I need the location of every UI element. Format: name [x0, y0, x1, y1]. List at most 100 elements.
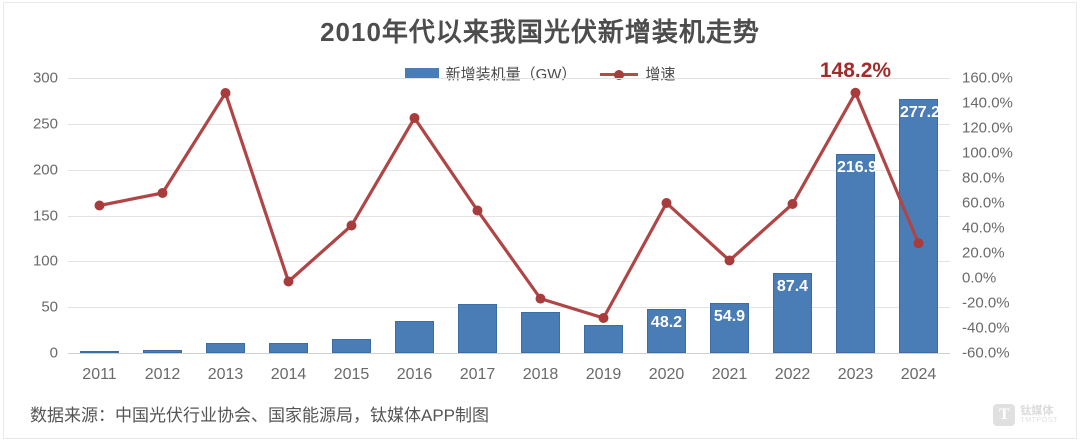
x-axis-tick-label: 2020 — [648, 366, 685, 383]
legend-bar-swatch-icon — [404, 68, 439, 79]
line-marker[interactable] — [724, 255, 735, 266]
bar-column[interactable] — [142, 78, 183, 353]
x-axis-tick-label: 2019 — [585, 366, 622, 383]
gridline — [68, 169, 950, 171]
bar[interactable]: 277.2 — [898, 98, 941, 353]
y-axis-right-tick: 20.0% — [962, 244, 1005, 262]
line-marker[interactable] — [787, 199, 798, 209]
x-axis-tick-label: 2012 — [144, 366, 181, 383]
bar-value-label: 277.2 — [899, 103, 941, 121]
y-axis-right-tick: -20.0% — [962, 294, 1010, 312]
gridline — [68, 123, 950, 125]
line-marker[interactable] — [283, 276, 294, 287]
gridline — [68, 215, 950, 217]
bar[interactable]: 48.2 — [646, 308, 687, 353]
gridline — [68, 261, 950, 263]
y-axis-right-tick: 100.0% — [962, 144, 1013, 162]
x-axis-tick-label: 2021 — [711, 366, 748, 383]
bar-column[interactable] — [268, 78, 309, 353]
bar[interactable] — [205, 343, 246, 353]
bar[interactable] — [331, 339, 372, 353]
growth-rate-line — [97, 91, 921, 320]
y-axis-left-tick: 100 — [32, 252, 58, 270]
y-axis-right-tick: 60.0% — [962, 194, 1005, 212]
bar-series: 48.2 54.9 87.4 216.9 277.2 — [68, 78, 950, 353]
line-marker[interactable] — [220, 88, 231, 98]
source-note: 数据来源：中国光伏行业协会、国家能源局，钛媒体APP制图 — [30, 406, 490, 425]
watermark-mark-icon: T — [993, 404, 1016, 426]
bar[interactable] — [268, 343, 309, 353]
x-axis-tick-label: 2016 — [396, 366, 433, 383]
line-marker[interactable] — [913, 238, 924, 249]
y-axis-right-tick: 160.0% — [962, 69, 1013, 87]
legend-line-swatch-icon — [600, 68, 639, 80]
gridline — [68, 307, 950, 309]
bar-column[interactable] — [520, 78, 561, 353]
gridline — [68, 78, 950, 79]
line-marker[interactable] — [598, 313, 609, 323]
bar-column[interactable]: 87.4 — [772, 78, 813, 353]
line-marker[interactable] — [346, 220, 357, 231]
bar-column[interactable]: 277.2 — [898, 78, 941, 353]
y-axis-right-tick: 80.0% — [962, 169, 1005, 187]
bar-column[interactable] — [205, 78, 246, 353]
x-axis-tick-label: 2024 — [900, 366, 937, 383]
watermark-en: TMTPOST — [1020, 417, 1058, 425]
x-axis: 2011 2012 2013 2014 2015 2016 2017 2018 2019 2020… — [68, 366, 950, 392]
watermark-logo: T 钛媒体 TMTPOST — [993, 404, 1058, 426]
y-axis-right-tick: 120.0% — [962, 119, 1013, 137]
page-title: 2010年代以来我国光伏新增装机走势 — [320, 17, 760, 47]
x-axis-tick-label: 2015 — [333, 366, 370, 383]
bar[interactable]: 54.9 — [709, 302, 750, 353]
x-axis-tick-label: 2017 — [459, 366, 496, 383]
bar[interactable] — [520, 312, 561, 353]
bar[interactable] — [583, 325, 624, 353]
line-marker[interactable] — [661, 198, 672, 208]
bar-column[interactable] — [79, 78, 120, 353]
bar-column[interactable]: 48.2 — [646, 78, 687, 353]
bar-column[interactable] — [457, 78, 498, 353]
line-marker[interactable] — [409, 113, 420, 123]
bar[interactable] — [457, 304, 498, 353]
y-axis-left-tick: 200 — [32, 161, 58, 179]
y-axis-left-tick: 50 — [41, 298, 58, 316]
line-marker[interactable] — [94, 200, 105, 211]
bar-column[interactable] — [394, 78, 435, 353]
bar[interactable]: 216.9 — [835, 154, 878, 353]
bar-column[interactable]: 54.9 — [709, 78, 750, 353]
bar[interactable]: 87.4 — [772, 272, 813, 353]
bar-column[interactable]: 216.9 — [835, 78, 878, 353]
x-axis-tick-label: 2018 — [522, 366, 559, 383]
x-axis-tick-label: 2014 — [270, 366, 307, 383]
line-marker[interactable] — [535, 293, 546, 304]
peak-annotation: 148.2% — [819, 58, 892, 82]
watermark-text: 钛媒体 TMTPOST — [1020, 404, 1058, 425]
bar-value-label: 87.4 — [776, 277, 809, 295]
y-axis-right-tick: -40.0% — [962, 319, 1010, 337]
bar[interactable] — [79, 351, 120, 353]
bar-column[interactable] — [331, 78, 372, 353]
y-axis-left-tick: 150 — [32, 207, 58, 224]
line-marker[interactable] — [157, 188, 168, 198]
line-series — [94, 87, 924, 323]
line-marker[interactable] — [472, 205, 483, 216]
plot-area: 0 50 100 150 200 250 300 -60.0% -40.0% -20.0% 0.0… — [33, 59, 1013, 362]
bar-value-label: 54.9 — [713, 307, 746, 325]
y-axis-right-tick: 0.0% — [962, 269, 997, 287]
y-axis-right-tick: 40.0% — [962, 219, 1005, 237]
watermark-cn: 钛媒体 — [1020, 404, 1054, 417]
y-axis-left-tick: 300 — [32, 69, 58, 87]
bar[interactable] — [142, 349, 183, 353]
bar-value-label: 48.2 — [650, 313, 683, 331]
x-axis-tick-label: 2013 — [207, 366, 244, 383]
bar-value-label: 216.9 — [836, 159, 878, 177]
line-marker[interactable] — [850, 87, 861, 98]
y-axis-left-tick: 250 — [32, 115, 58, 133]
bar[interactable] — [394, 321, 435, 353]
x-axis-tick-label: 2011 — [82, 366, 117, 383]
x-axis-tick-label: 2022 — [774, 366, 811, 383]
y-axis-left-tick: 0 — [49, 344, 58, 362]
bar-column[interactable] — [583, 78, 624, 353]
gridline — [68, 353, 950, 354]
